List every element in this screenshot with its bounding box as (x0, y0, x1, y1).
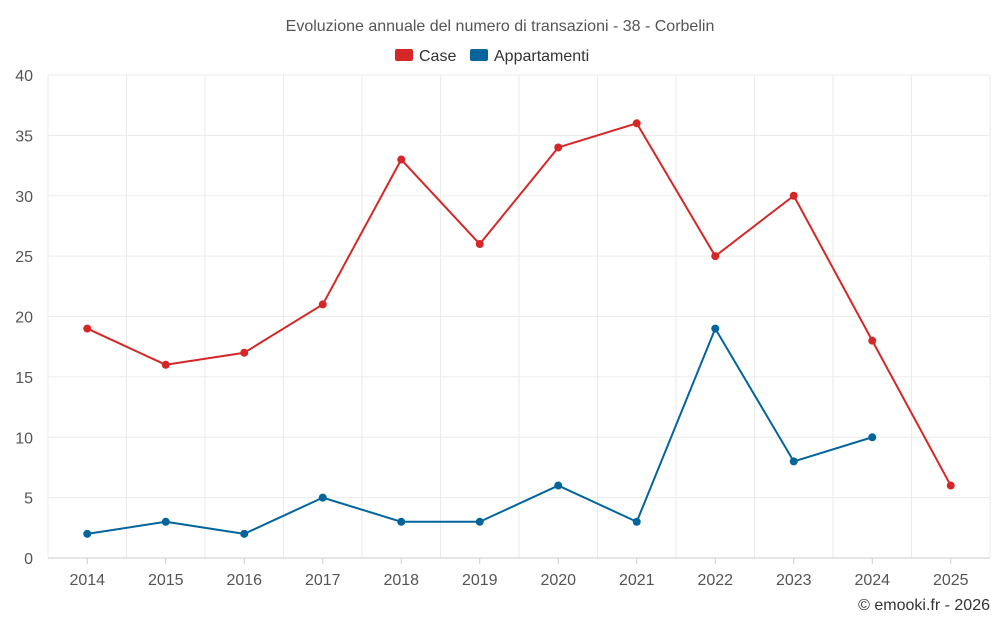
data-point-case (240, 348, 249, 357)
x-tick-label: 2018 (383, 572, 419, 589)
x-tick-label: 2016 (226, 572, 262, 589)
x-tick-label: 2025 (933, 572, 969, 589)
y-tick-label: 40 (15, 68, 33, 85)
data-point-appartamenti (789, 457, 798, 466)
legend-swatch-appartamenti (470, 49, 488, 61)
data-point-appartamenti (554, 481, 563, 490)
data-point-case (789, 191, 798, 200)
data-point-appartamenti (161, 517, 170, 526)
data-point-appartamenti (711, 324, 720, 333)
x-tick-label: 2024 (854, 572, 890, 589)
legend[interactable]: Case Appartamenti (395, 48, 589, 65)
data-point-case (475, 240, 484, 249)
data-point-appartamenti (397, 517, 406, 526)
y-tick-label: 20 (15, 310, 33, 327)
y-tick-label: 25 (15, 249, 33, 266)
x-tick-label: 2023 (776, 572, 812, 589)
data-point-case (711, 252, 720, 261)
data-point-appartamenti (868, 433, 877, 442)
y-tick-label: 35 (15, 128, 33, 145)
legend-label-case: Case (419, 48, 456, 65)
x-tick-label: 2021 (619, 572, 655, 589)
data-point-case (554, 143, 563, 152)
x-tick-label: 2015 (148, 572, 184, 589)
data-point-appartamenti (632, 517, 641, 526)
x-tick-label: 2014 (69, 572, 105, 589)
y-tick-label: 15 (15, 370, 33, 387)
y-tick-label: 30 (15, 189, 33, 206)
data-point-case (161, 360, 170, 369)
legend-item-appartamenti[interactable]: Appartamenti (470, 48, 589, 65)
data-point-case (318, 300, 327, 309)
legend-item-case[interactable]: Case (395, 48, 456, 65)
credit-text: © emooki.fr - 2026 (858, 597, 990, 614)
data-point-case (83, 324, 92, 333)
legend-swatch-case (395, 49, 413, 61)
data-point-case (397, 155, 406, 164)
data-point-case (632, 119, 641, 128)
x-tick-label: 2022 (697, 572, 733, 589)
x-tick-label: 2017 (305, 572, 341, 589)
data-point-appartamenti (83, 529, 92, 538)
series (83, 119, 955, 538)
data-point-case (868, 336, 877, 345)
y-tick-label: 10 (15, 430, 33, 447)
x-tick-label: 2019 (462, 572, 498, 589)
data-point-appartamenti (240, 529, 249, 538)
data-point-case (946, 481, 955, 490)
chart-title: Evoluzione annuale del numero di transaz… (286, 18, 715, 35)
series-line-case (86, 122, 952, 487)
data-point-appartamenti (475, 517, 484, 526)
grid (47, 74, 991, 558)
legend-label-appartamenti: Appartamenti (494, 48, 589, 65)
x-tick-label: 2020 (540, 572, 576, 589)
y-tick-label: 5 (24, 491, 33, 508)
y-tick-label: 0 (24, 551, 33, 568)
data-point-appartamenti (318, 493, 327, 502)
